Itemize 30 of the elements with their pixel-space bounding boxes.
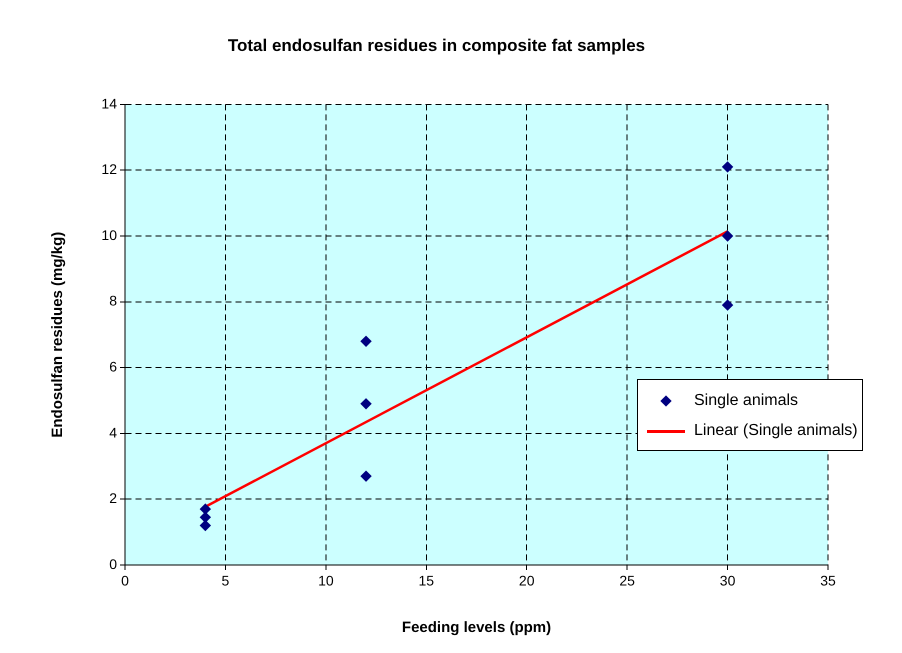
x-tick-label: 30 — [720, 572, 736, 588]
point — [722, 300, 734, 311]
y-tick-label: 0 — [109, 556, 118, 572]
y-tick-label: 10 — [101, 226, 118, 243]
x-tick-label: 25 — [619, 572, 636, 588]
x-tick-label: 10 — [318, 572, 334, 588]
chart-title: Total endosulfan residues in composite fat samples — [228, 36, 646, 55]
x-tick-label: 20 — [518, 572, 535, 588]
point — [360, 470, 372, 482]
x-tick-label: 0 — [121, 572, 130, 588]
y-axis-title: Endosulfan residues (mg/kg) — [49, 232, 66, 438]
point — [722, 161, 734, 172]
legend-label: Linear (Single animals) — [694, 422, 858, 440]
point — [200, 520, 211, 532]
y-tick-label: 4 — [109, 424, 118, 440]
y-tick-label: 12 — [101, 161, 118, 178]
point — [200, 512, 211, 523]
y-tick-label: 6 — [109, 358, 118, 374]
legend-label: Single animals — [694, 392, 798, 410]
x-tick-label: 5 — [222, 572, 230, 588]
x-tick-label: 15 — [418, 572, 434, 588]
y-tick-label: 14 — [101, 95, 118, 112]
x-axis-title: Feeding levels (ppm) — [402, 619, 552, 636]
x-tick-label: 35 — [820, 572, 836, 588]
point — [722, 230, 734, 242]
point — [200, 504, 211, 515]
y-tick-label: 8 — [109, 292, 118, 309]
point — [360, 336, 372, 347]
y-tick-label: 2 — [109, 490, 118, 506]
point — [360, 398, 372, 410]
